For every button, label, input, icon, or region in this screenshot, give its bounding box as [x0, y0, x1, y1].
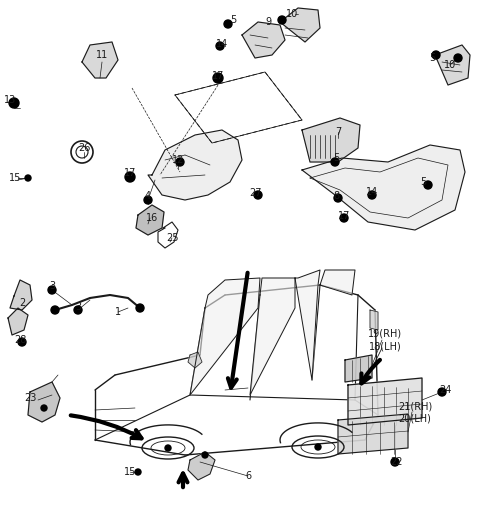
- Text: 20(LH): 20(LH): [398, 413, 432, 423]
- Circle shape: [144, 196, 152, 204]
- Circle shape: [391, 458, 399, 466]
- Text: 14: 14: [366, 187, 378, 197]
- Circle shape: [224, 20, 232, 28]
- Circle shape: [25, 175, 31, 181]
- Circle shape: [424, 181, 432, 189]
- Text: 17: 17: [124, 168, 136, 178]
- Polygon shape: [370, 310, 378, 330]
- Text: 24: 24: [439, 385, 451, 395]
- Circle shape: [9, 98, 19, 108]
- Text: 3: 3: [49, 281, 55, 291]
- Text: 11: 11: [96, 50, 108, 60]
- Circle shape: [254, 191, 262, 199]
- Text: 13: 13: [4, 95, 16, 105]
- Text: 5: 5: [333, 153, 339, 163]
- Text: 15: 15: [124, 467, 136, 477]
- Text: 26: 26: [78, 143, 90, 153]
- Text: 1: 1: [115, 307, 121, 317]
- Polygon shape: [295, 270, 320, 380]
- Circle shape: [454, 54, 462, 62]
- Polygon shape: [302, 118, 360, 162]
- Text: 19(RH): 19(RH): [368, 328, 402, 338]
- Circle shape: [18, 338, 26, 346]
- Text: 12: 12: [172, 155, 184, 165]
- Polygon shape: [136, 205, 164, 235]
- Polygon shape: [345, 355, 372, 382]
- Text: 5: 5: [420, 177, 426, 187]
- Text: 10: 10: [444, 60, 456, 70]
- Polygon shape: [8, 308, 28, 335]
- Polygon shape: [302, 145, 465, 230]
- Circle shape: [334, 194, 342, 202]
- Circle shape: [331, 158, 339, 166]
- Circle shape: [202, 452, 208, 458]
- Text: 17: 17: [212, 71, 224, 81]
- Text: 5: 5: [230, 15, 236, 25]
- Circle shape: [41, 405, 47, 411]
- Circle shape: [125, 172, 135, 182]
- Polygon shape: [338, 414, 408, 454]
- Polygon shape: [82, 42, 118, 78]
- Circle shape: [438, 388, 446, 396]
- Polygon shape: [10, 280, 32, 310]
- Circle shape: [213, 73, 223, 83]
- Text: 4: 4: [145, 191, 151, 201]
- Text: 7: 7: [335, 127, 341, 137]
- Circle shape: [176, 158, 184, 166]
- Text: 16: 16: [146, 213, 158, 223]
- Circle shape: [368, 191, 376, 199]
- Text: 2: 2: [19, 298, 25, 308]
- Circle shape: [136, 304, 144, 312]
- Text: 17: 17: [338, 211, 350, 221]
- Polygon shape: [320, 270, 355, 295]
- Polygon shape: [188, 352, 202, 368]
- Text: 21(RH): 21(RH): [398, 401, 432, 411]
- Text: 27: 27: [250, 188, 262, 198]
- Text: 3: 3: [75, 302, 81, 312]
- Polygon shape: [280, 8, 320, 42]
- Text: 6: 6: [245, 471, 251, 481]
- Polygon shape: [190, 278, 260, 395]
- Polygon shape: [242, 22, 285, 58]
- Circle shape: [135, 469, 141, 475]
- Polygon shape: [435, 45, 470, 85]
- Text: 5: 5: [429, 53, 435, 63]
- Circle shape: [51, 306, 59, 314]
- Circle shape: [432, 51, 440, 59]
- Text: 18(LH): 18(LH): [369, 341, 401, 351]
- Text: 14: 14: [216, 39, 228, 49]
- Circle shape: [165, 445, 171, 451]
- Polygon shape: [250, 278, 295, 395]
- Text: 10: 10: [286, 9, 298, 19]
- Text: 9: 9: [265, 17, 271, 27]
- Text: 15: 15: [9, 173, 21, 183]
- Circle shape: [315, 444, 321, 450]
- Polygon shape: [28, 382, 60, 422]
- Text: 28: 28: [14, 335, 26, 345]
- Polygon shape: [348, 378, 422, 425]
- Polygon shape: [188, 452, 215, 480]
- Text: 25: 25: [166, 233, 178, 243]
- Text: 23: 23: [24, 393, 36, 403]
- Circle shape: [278, 16, 286, 24]
- Circle shape: [340, 214, 348, 222]
- Circle shape: [48, 286, 56, 294]
- Circle shape: [216, 42, 224, 50]
- Circle shape: [74, 306, 82, 314]
- Polygon shape: [148, 130, 242, 200]
- Text: 8: 8: [333, 191, 339, 201]
- Text: 22: 22: [391, 457, 403, 467]
